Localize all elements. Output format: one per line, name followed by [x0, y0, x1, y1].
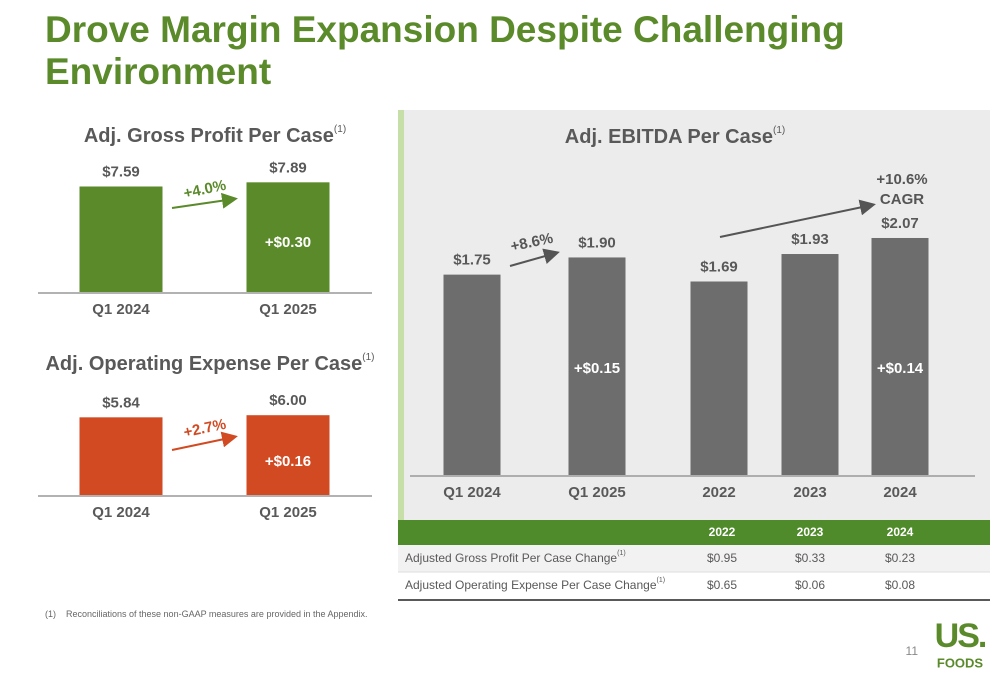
category-label: Q1 2024: [92, 504, 150, 521]
value-label: $1.90: [578, 234, 616, 251]
annotation: +$0.15: [574, 360, 620, 377]
cell: $0.08: [885, 578, 915, 592]
logo-mark: US.: [935, 617, 986, 655]
bar: [79, 186, 163, 292]
bar: [781, 254, 839, 475]
chart-title: Adj. EBITDA Per Case(1): [565, 125, 785, 149]
growth-arrow: [171, 431, 238, 451]
footnote-marker: (1): [773, 125, 785, 136]
category-label: Q1 2025: [259, 504, 317, 521]
row-label-text: Adjusted Gross Profit Per Case Change: [405, 551, 617, 565]
annotation: +4.0%: [182, 177, 228, 203]
bar: [79, 417, 163, 495]
table-header: [398, 520, 990, 545]
bar: [690, 281, 748, 475]
cell: $0.65: [707, 578, 737, 592]
panel-accent: [398, 110, 404, 520]
cell: $0.33: [795, 551, 825, 565]
category-label: Q1 2025: [568, 484, 626, 501]
chart-title-text: Adj. Operating Expense Per Case: [45, 353, 362, 375]
logo-text: FOODS: [937, 655, 984, 670]
bar: [246, 415, 330, 495]
category-label: 2023: [793, 484, 826, 501]
value-label: $2.07: [881, 215, 919, 232]
slide-title: Environment: [45, 51, 271, 92]
slide-title: Drove Margin Expansion Despite Challengi…: [45, 9, 845, 50]
column-header: 2024: [887, 525, 914, 539]
annotation: +$0.16: [265, 453, 311, 470]
value-label: $7.89: [269, 159, 307, 176]
category-label: Q1 2024: [92, 301, 150, 318]
page-number: 11: [906, 644, 919, 658]
chart-title-text: Adj. EBITDA Per Case: [565, 126, 773, 148]
column-header: 2023: [797, 525, 824, 539]
cagr-arrow: [719, 199, 876, 238]
annotation: +2.7%: [182, 416, 228, 442]
bar: [246, 182, 330, 292]
value-label: $1.93: [791, 231, 829, 248]
annotation: +10.6%: [876, 171, 927, 188]
footnote-marker: (1): [657, 577, 666, 584]
footnote-text: Reconciliations of these non-GAAP measur…: [66, 609, 368, 619]
chart-title: Adj. Operating Expense Per Case(1): [45, 352, 374, 376]
footnote-marker: (1): [334, 124, 346, 135]
table-row-bg: [398, 545, 990, 572]
chart-title-text: Adj. Gross Profit Per Case: [84, 125, 334, 147]
annotation: CAGR: [880, 191, 924, 208]
category-label: 2022: [702, 484, 735, 501]
value-label: $6.00: [269, 392, 307, 409]
cell: $0.06: [795, 578, 825, 592]
column-header: 2022: [709, 525, 736, 539]
value-label: $1.75: [453, 252, 491, 269]
annotation: +$0.30: [265, 234, 311, 251]
footnote-marker: (1): [45, 609, 56, 619]
row-label: Adjusted Gross Profit Per Case Change(1): [405, 550, 626, 565]
cell: $0.23: [885, 551, 915, 565]
footnote-marker: (1): [362, 352, 374, 363]
category-label: Q1 2025: [259, 301, 317, 318]
annotation: +$0.14: [877, 360, 924, 377]
growth-arrow: [509, 248, 560, 267]
row-label-text: Adjusted Operating Expense Per Case Chan…: [405, 578, 657, 592]
footnote-marker: (1): [617, 550, 626, 557]
bar: [871, 237, 929, 475]
category-label: 2024: [883, 484, 917, 501]
table: 2022 2023 2024 Adjusted Gross Profit Per Ca…: [398, 520, 990, 601]
row-label: Adjusted Operating Expense Per Case Chan…: [405, 577, 665, 592]
value-label: $1.69: [700, 258, 738, 275]
bar: [568, 257, 626, 475]
category-label: Q1 2024: [443, 484, 501, 501]
bar: [443, 274, 501, 475]
chart-title: Adj. Gross Profit Per Case(1): [84, 124, 346, 148]
value-label: $7.59: [102, 163, 140, 180]
value-label: $5.84: [102, 394, 140, 411]
footnote: (1) Reconciliations of these non-GAAP mea…: [45, 609, 368, 619]
growth-arrow: [171, 192, 238, 209]
cell: $0.95: [707, 551, 737, 565]
